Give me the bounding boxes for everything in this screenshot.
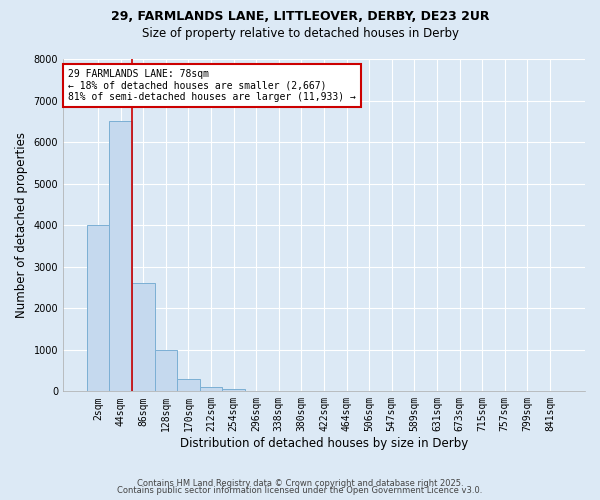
Bar bbox=[132, 284, 155, 392]
Text: 29 FARMLANDS LANE: 78sqm
← 18% of detached houses are smaller (2,667)
81% of sem: 29 FARMLANDS LANE: 78sqm ← 18% of detach… bbox=[68, 69, 356, 102]
Text: Contains HM Land Registry data © Crown copyright and database right 2025.: Contains HM Land Registry data © Crown c… bbox=[137, 478, 463, 488]
Bar bbox=[155, 350, 177, 392]
X-axis label: Distribution of detached houses by size in Derby: Distribution of detached houses by size … bbox=[180, 437, 468, 450]
Bar bbox=[223, 390, 245, 392]
Text: 29, FARMLANDS LANE, LITTLEOVER, DERBY, DE23 2UR: 29, FARMLANDS LANE, LITTLEOVER, DERBY, D… bbox=[111, 10, 489, 23]
Bar bbox=[87, 225, 109, 392]
Text: Contains public sector information licensed under the Open Government Licence v3: Contains public sector information licen… bbox=[118, 486, 482, 495]
Text: Size of property relative to detached houses in Derby: Size of property relative to detached ho… bbox=[142, 28, 458, 40]
Bar bbox=[109, 122, 132, 392]
Bar bbox=[200, 387, 223, 392]
Y-axis label: Number of detached properties: Number of detached properties bbox=[15, 132, 28, 318]
Bar bbox=[177, 379, 200, 392]
